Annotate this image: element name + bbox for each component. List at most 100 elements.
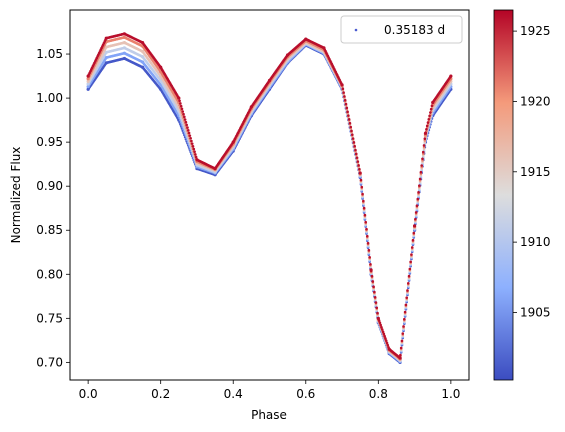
- x-axis-ticks: 0.0 0.2 0.4 0.6 0.8 1.0: [79, 380, 460, 401]
- curve-dot: [347, 118, 351, 121]
- curve-dot: [425, 128, 428, 131]
- curve-dot: [379, 323, 382, 327]
- curve-dot: [358, 171, 362, 175]
- curve-dot: [177, 96, 181, 100]
- curve-dot: [383, 334, 386, 338]
- colorbar-tick-label: 1910: [520, 235, 551, 249]
- y-tick-label: 0.95: [36, 135, 63, 149]
- series-5: [86, 32, 453, 360]
- colorbar-tick-label: 1905: [520, 305, 551, 319]
- curve-dot: [368, 255, 371, 259]
- curve-dot: [376, 311, 379, 315]
- curve-dot: [415, 204, 419, 208]
- curve-dot: [449, 74, 453, 78]
- curve-dot: [182, 112, 185, 116]
- curve-dot: [354, 148, 357, 152]
- series-0: [86, 43, 453, 364]
- curve-dot: [355, 156, 359, 159]
- y-tick-label: 0.75: [36, 311, 63, 325]
- curve-dot: [407, 274, 411, 278]
- curve-dot: [193, 150, 196, 154]
- curve-dot: [378, 321, 382, 325]
- curve-dot: [402, 325, 405, 328]
- x-tick-label: 0.0: [79, 387, 98, 401]
- curve-dot: [352, 141, 356, 144]
- curve-dot: [421, 157, 424, 161]
- legend-marker: [354, 28, 358, 32]
- curve-dot: [399, 353, 402, 357]
- curve-dot: [358, 167, 361, 171]
- curve-dot: [349, 125, 353, 129]
- curve-dot: [373, 295, 377, 299]
- curve-dot: [403, 317, 406, 321]
- curve-dot: [398, 356, 401, 359]
- curve-dot: [410, 253, 413, 256]
- curve-dot: [351, 133, 354, 136]
- curve-dot: [183, 118, 187, 121]
- curve-dot: [363, 213, 367, 217]
- curve-dot: [354, 152, 358, 156]
- curve-dot: [190, 139, 193, 143]
- curve-dot: [382, 332, 386, 336]
- curve-dot: [373, 290, 376, 294]
- y-tick-label: 1.05: [36, 47, 63, 61]
- curve-dot: [409, 260, 412, 264]
- curve-dot: [429, 111, 432, 114]
- curve-dot: [192, 147, 196, 151]
- curve-dot: [375, 306, 379, 310]
- curve-dot: [413, 224, 416, 228]
- curve-dot: [369, 269, 373, 273]
- curve-dot: [420, 164, 423, 167]
- curve-dot: [421, 150, 425, 154]
- curve-dot: [344, 102, 348, 106]
- curve-dot: [360, 185, 364, 189]
- y-tick-label: 0.70: [36, 355, 63, 369]
- curve-dot: [386, 343, 390, 347]
- curve-dot: [362, 199, 365, 203]
- curve-dot: [423, 137, 427, 140]
- curve-dot: [384, 337, 387, 340]
- colorbar-ticks: 1905 1910 1915 1920 1925: [513, 24, 551, 319]
- y-axis-ticks: 0.70 0.75 0.80 0.85 0.90 0.95 1.00 1.05: [36, 47, 70, 369]
- y-axis-label: Normalized Flux: [9, 147, 23, 244]
- curve-dot: [426, 121, 430, 124]
- curve-dot: [381, 330, 385, 334]
- curve-dot: [194, 155, 198, 159]
- curve-dot: [361, 192, 364, 196]
- curve-dot: [179, 104, 183, 108]
- colorbar-tick-label: 1925: [520, 24, 551, 38]
- curve-dot: [194, 153, 197, 156]
- curve-dot: [188, 134, 192, 137]
- curve-dot: [422, 144, 426, 147]
- curve-dot: [191, 145, 195, 148]
- curve-dot: [384, 339, 388, 342]
- y-tick-label: 0.80: [36, 267, 63, 281]
- curve-dot: [346, 110, 349, 113]
- curve-dot: [406, 281, 410, 285]
- curve-dot: [340, 83, 344, 87]
- curve-dot: [403, 310, 407, 314]
- curve-dot: [418, 184, 421, 187]
- curve-dot: [343, 98, 347, 102]
- curve-dot: [406, 289, 409, 292]
- curve-dot: [179, 102, 182, 105]
- curve-dot: [181, 110, 185, 113]
- y-tick-label: 1.00: [36, 91, 63, 105]
- curve-dot: [362, 206, 366, 210]
- curve-dot: [401, 332, 405, 335]
- curve-dot: [190, 142, 194, 145]
- curve-dot: [408, 267, 412, 271]
- curve-dot: [348, 121, 352, 125]
- legend-box: [340, 15, 463, 44]
- curve-dot: [411, 238, 415, 242]
- curve-dot: [374, 301, 378, 304]
- x-tick-label: 1.0: [441, 387, 460, 401]
- curve-dot: [385, 341, 389, 345]
- curve-dot: [186, 126, 189, 129]
- colorbar-tick-label: 1920: [520, 94, 551, 108]
- curve-dot: [350, 129, 353, 133]
- x-tick-label: 0.4: [224, 387, 243, 401]
- curve-dot: [405, 296, 409, 299]
- curve-dot: [347, 114, 350, 117]
- curve-dot: [365, 227, 368, 231]
